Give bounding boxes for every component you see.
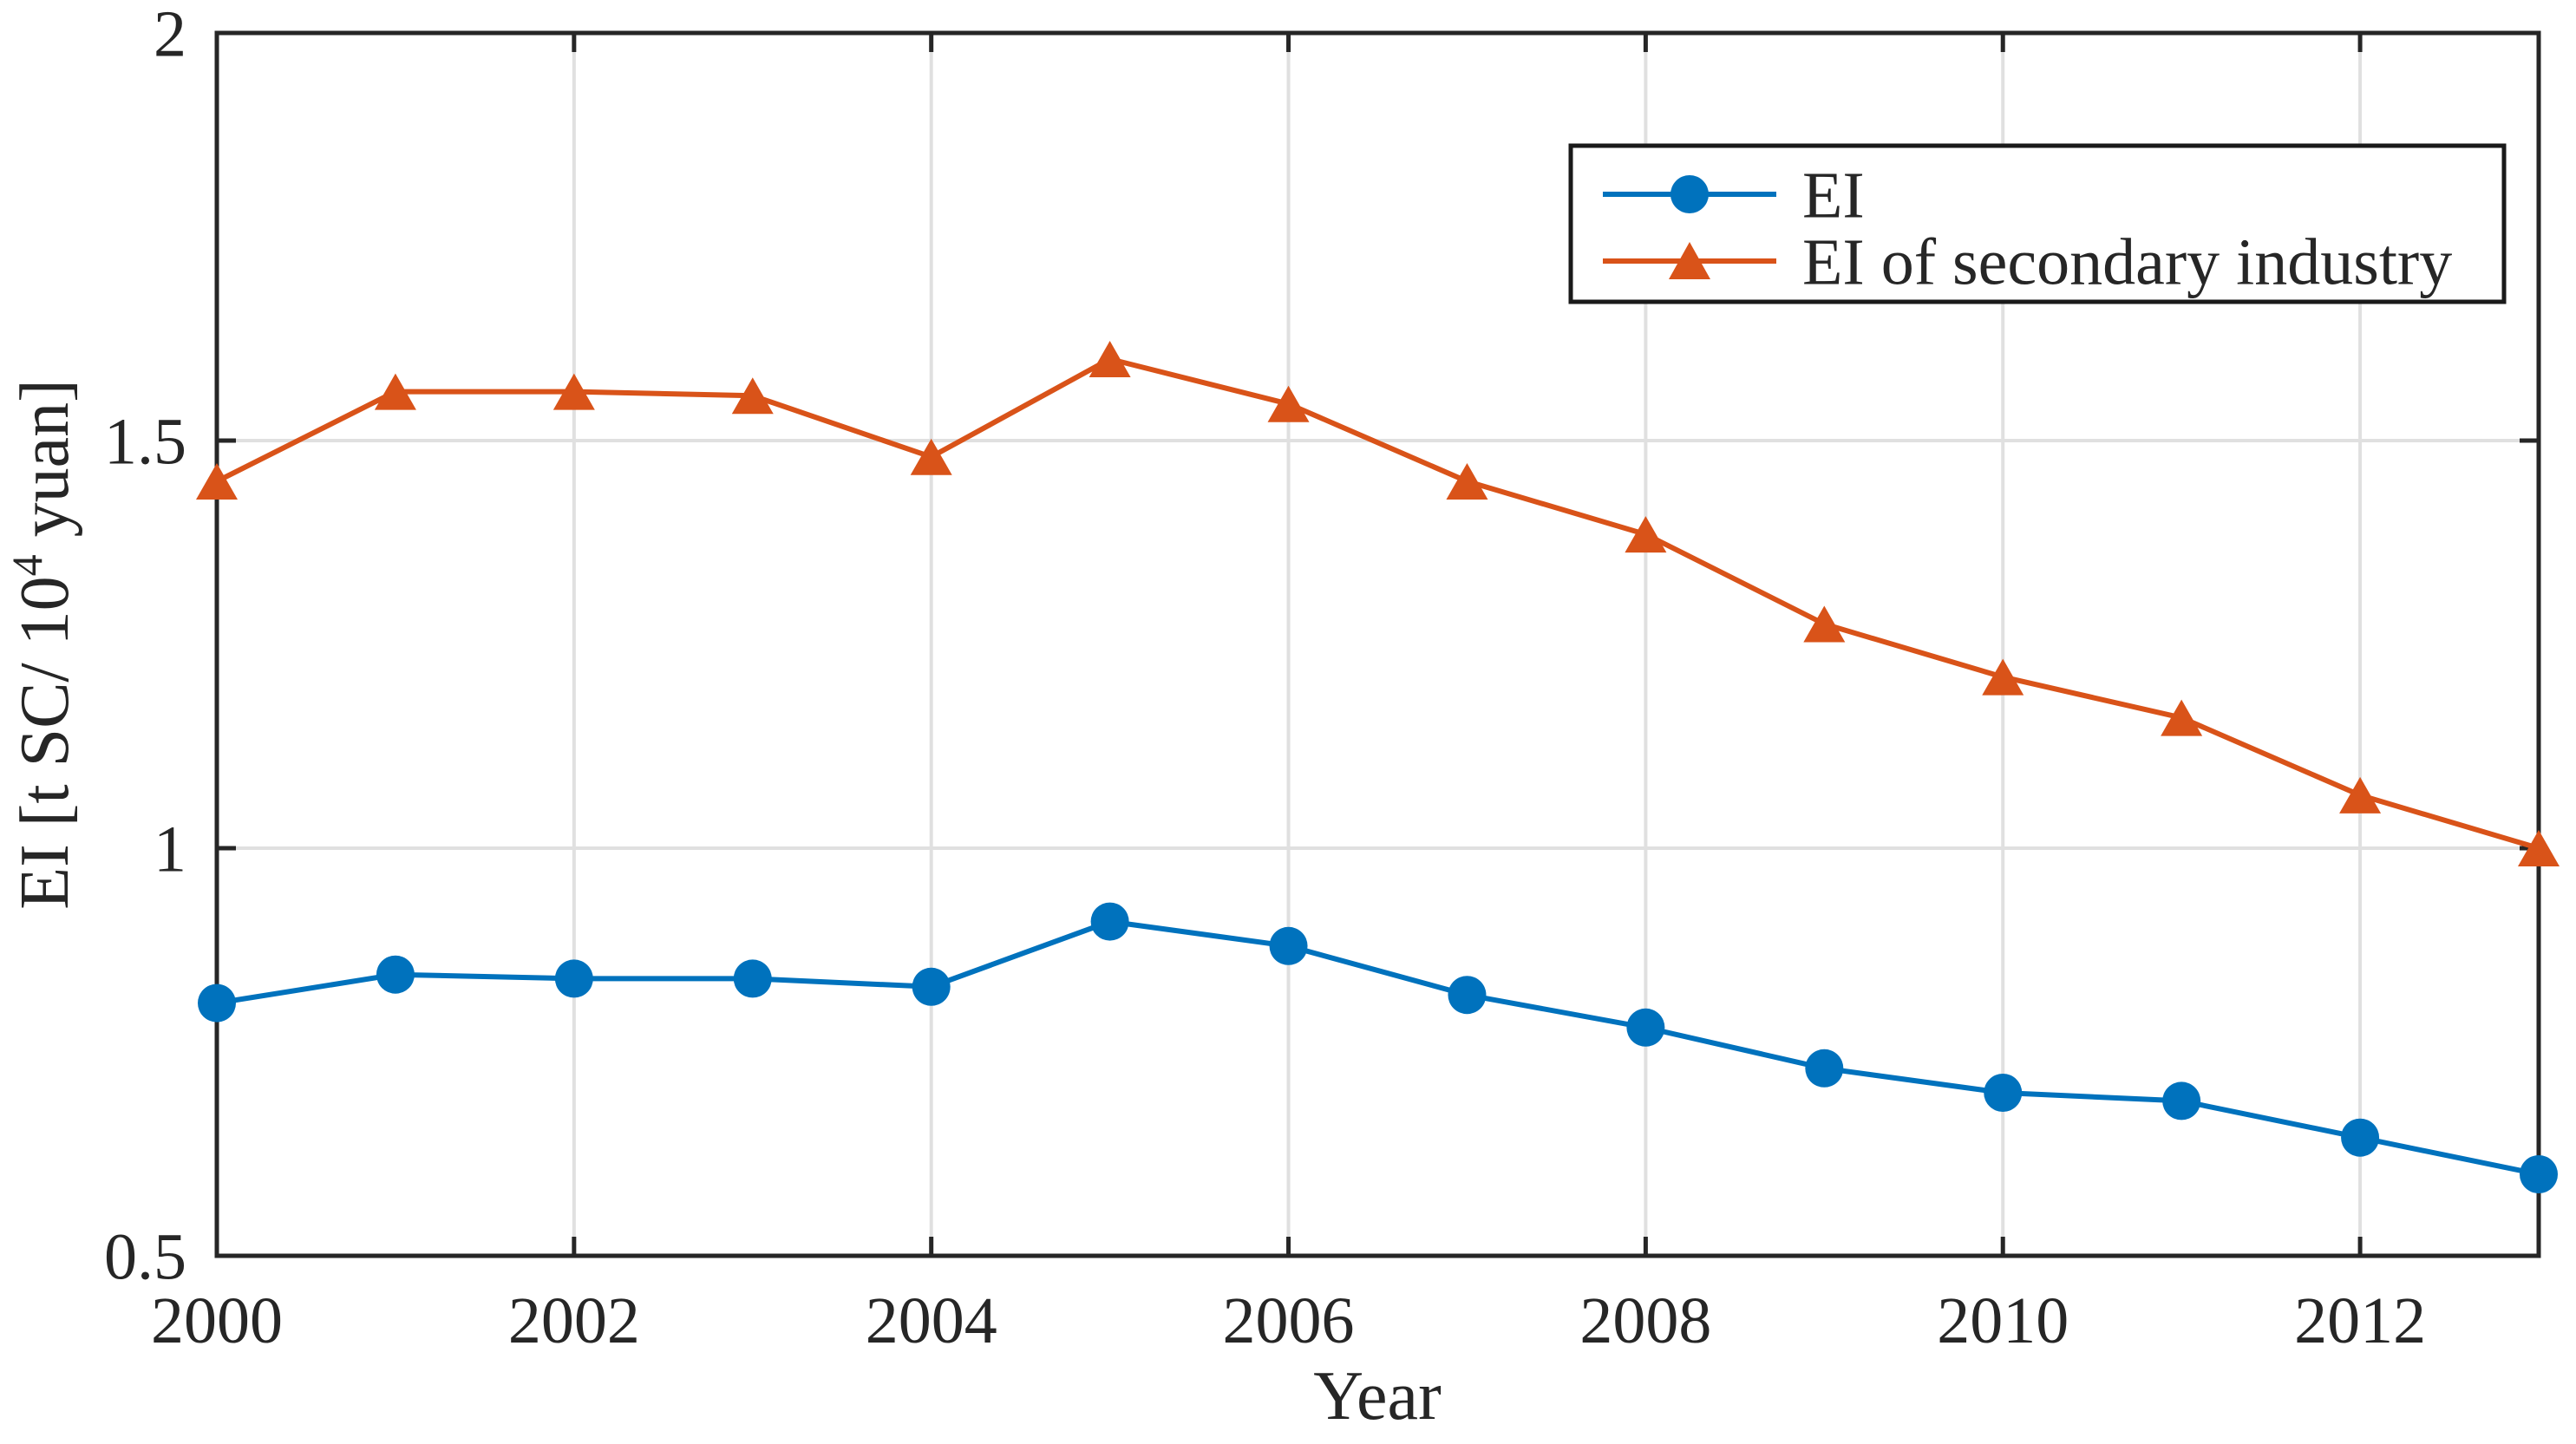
- legend-label-ei: EI: [1802, 160, 1865, 232]
- y-axis-label-pre: EI [t SC/ 10: [7, 576, 83, 909]
- data-marker-ei-2011: [2162, 1081, 2201, 1121]
- y-tick-label-1: 1: [154, 813, 186, 886]
- x-tick-label-2006: 2006: [1223, 1284, 1355, 1357]
- data-marker-ei-secondary-industry-2004: [910, 438, 952, 475]
- data-marker-ei-secondary-industry-2005: [1089, 341, 1131, 377]
- y-axis-label-superscript: 4: [3, 554, 51, 576]
- data-marker-ei-2009: [1805, 1049, 1844, 1088]
- data-marker-ei-2006: [1269, 926, 1308, 965]
- legend: EI EI of secondary industry: [1568, 143, 2507, 304]
- data-marker-ei-2001: [376, 955, 415, 994]
- data-marker-ei-secondary-industry-2001: [374, 373, 416, 410]
- legend-marker-triangle-icon: [1669, 242, 1710, 279]
- series-line-ei-secondary-industry: [215, 356, 2540, 851]
- data-marker-ei-secondary-industry-2012: [2339, 776, 2382, 813]
- data-marker-ei-secondary-industry-2002: [552, 373, 595, 410]
- data-marker-ei-2004: [912, 967, 951, 1006]
- x-axis-label: Year: [1313, 1358, 1441, 1434]
- x-tick-label-2012: 2012: [2294, 1284, 2426, 1357]
- legend-item-ei: EI: [1603, 160, 1865, 232]
- y-tick-label-0.5: 0.5: [104, 1221, 186, 1294]
- data-marker-ei-secondary-industry-2000: [196, 463, 238, 500]
- series-line-ei: [216, 918, 2540, 1177]
- legend-label-ei-secondary: EI of secondary industry: [1802, 226, 2452, 299]
- data-marker-ei-secondary-industry-2007: [1446, 463, 1488, 500]
- legend-box: [1568, 143, 2507, 304]
- data-marker-ei-2002: [554, 959, 593, 998]
- data-marker-ei-secondary-industry-2008: [1625, 516, 1667, 553]
- data-marker-ei-2000: [198, 983, 236, 1023]
- data-marker-ei-2008: [1626, 1008, 1665, 1047]
- series-layer: [196, 341, 2560, 1193]
- y-tick-label-1.5: 1.5: [104, 406, 186, 479]
- data-marker-ei-secondary-industry-2011: [2161, 699, 2203, 736]
- x-tick-label-2010: 2010: [1937, 1284, 2069, 1357]
- y-tick-label-2: 2: [154, 0, 186, 71]
- x-tick-label-2000: 2000: [151, 1284, 283, 1357]
- data-marker-ei-secondary-industry-2009: [1803, 605, 1846, 643]
- data-marker-ei-2005: [1090, 902, 1129, 941]
- data-marker-ei-secondary-industry-2013: [2518, 830, 2560, 866]
- x-tick-label-2004: 2004: [866, 1284, 997, 1357]
- data-marker-ei-2003: [733, 959, 772, 998]
- data-marker-ei-secondary-industry-2006: [1267, 385, 1310, 422]
- tick-label-layer: 2000 2002 2004 2006 2008 2010 2012 0.5 1 1.5 2: [104, 0, 2426, 1357]
- y-axis-label: EI [t SC/ 104 yuan]: [3, 379, 83, 910]
- data-marker-ei-secondary-industry-2003: [731, 377, 774, 415]
- axis-layer: [214, 30, 2541, 1258]
- y-axis-label-post: yuan]: [7, 379, 83, 554]
- x-tick-label-2002: 2002: [508, 1284, 640, 1357]
- data-marker-ei-2007: [1448, 976, 1487, 1015]
- x-tick-label-2008: 2008: [1579, 1284, 1711, 1357]
- data-marker-ei-2012: [2341, 1118, 2380, 1157]
- data-marker-ei-2013: [2520, 1155, 2558, 1193]
- data-marker-ei-secondary-industry-2010: [1982, 658, 2024, 696]
- data-marker-ei-2010: [1984, 1074, 2023, 1112]
- legend-marker-circle-icon: [1670, 175, 1709, 213]
- axes-box: [214, 30, 2541, 1258]
- legend-item-ei-secondary-industry: EI of secondary industry: [1603, 226, 2452, 299]
